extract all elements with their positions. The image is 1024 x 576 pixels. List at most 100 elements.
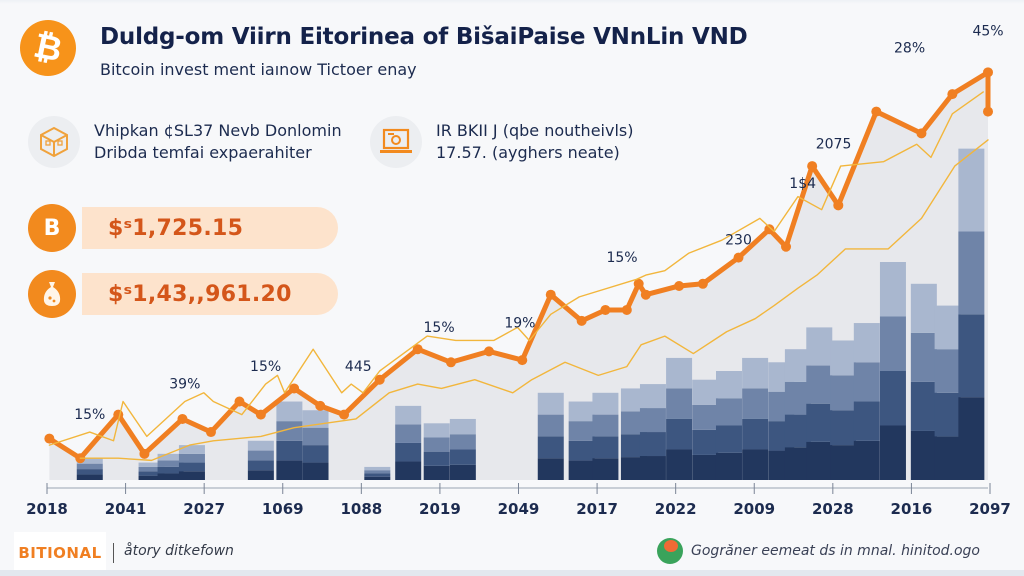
x-tick-label: 2022 [655,500,697,518]
line-layer [44,67,993,464]
data-point [445,357,456,368]
bar-segment [138,471,165,476]
data-point [289,383,300,394]
bar-segment [247,470,274,480]
data-point [633,278,644,289]
info-card-network: Vhipkan ¢SL37 Nevb Donlomin Dribda temfa… [28,116,342,168]
data-point [315,400,326,411]
data-label: 15% [250,359,281,375]
bar-segment [934,392,961,437]
bar-segment [276,421,303,441]
bar-segment [592,458,619,480]
bar-segment [853,362,880,402]
bar [76,458,103,480]
data-label: 2075 [816,137,852,153]
data-point [255,409,266,420]
bar-segment [423,465,450,480]
data-point [916,128,927,139]
bar-segment [830,410,857,446]
bar-segment [958,397,985,480]
x-tick-label: 2017 [576,500,618,518]
chat-bubble-icon [657,538,684,564]
bar-segment [830,340,857,376]
bar-segment [958,231,985,315]
bar-segment [157,473,184,480]
data-label: 230 [725,233,752,249]
info-card-line1: Vhipkan ¢SL37 Nevb Donlomin [94,121,342,140]
bar-segment [958,314,985,398]
footer-source-text: Gogrăner eemeat ds in mnal. hinitod.ogo [691,543,980,559]
info-card-line2: Dribda temfai expaerahiter [94,143,312,162]
data-point [205,427,216,438]
bar-segment [742,388,769,419]
bar [568,401,595,480]
price-row-bitcoin: B $ˢ1,725.15 [28,204,338,252]
data-point [412,344,423,355]
bar-segment [742,357,769,389]
info-card-line1: IR BKII J (qbe noutheivls) [436,121,634,140]
money-bag-icon [28,270,76,318]
bar [958,148,985,480]
bar-segment [830,375,857,411]
bar-segment [302,427,329,446]
bar-segment [247,450,274,461]
bar-segment [592,392,619,415]
bar [666,357,693,480]
bar-segment [395,442,422,462]
bar-segment [853,440,880,480]
bar [853,323,880,480]
x-tick-label: 2027 [183,500,225,518]
data-point [139,448,150,459]
data-point [807,161,818,172]
bar-segment [178,453,205,463]
bar-layer [76,148,985,480]
bar-segment [692,454,719,480]
bar-segment [806,403,833,442]
bar-segment [934,349,961,393]
bar-segment [276,401,303,422]
data-point [339,409,350,420]
bar [742,357,769,480]
bar-segment [364,473,391,477]
bar-segment [879,262,906,317]
data-point [374,374,385,385]
data-label: 1$4 [789,176,816,192]
bar-segment [138,466,165,472]
data-label: 15% [424,320,455,336]
bar-segment [879,371,906,426]
bar-segment [715,452,742,480]
bar [157,453,184,480]
bar [247,440,274,480]
bar [364,466,391,480]
data-point [733,252,744,263]
data-point [483,346,494,357]
bar-segment [157,453,184,461]
data-point [621,304,632,315]
bar-segment [666,449,693,480]
x-tick-label: 2041 [105,500,147,518]
bar-segment [742,449,769,480]
bar-segment [423,437,450,452]
bar-segment [692,379,719,405]
data-label: 15% [74,407,105,423]
bar-segment [592,414,619,437]
bar-segment [830,445,857,480]
data-point [674,280,685,291]
bar-segment [537,392,564,415]
bar [449,418,476,480]
footer-tagline: åtory ditkefown [124,543,234,559]
data-label: 28% [894,41,925,57]
data-point [177,413,188,424]
bar-segment [910,381,937,431]
brand-name: BITIONAL [18,544,102,562]
bar-segment [692,429,719,455]
footer-divider [113,543,114,563]
bar-segment [639,384,666,409]
bar-segment [364,466,391,471]
data-label: 19% [504,315,535,331]
bar [879,262,906,480]
bar-segment [934,436,961,480]
series-line-secondary-lower [79,139,989,462]
bar-segment [276,440,303,461]
bar-segment [76,463,103,470]
